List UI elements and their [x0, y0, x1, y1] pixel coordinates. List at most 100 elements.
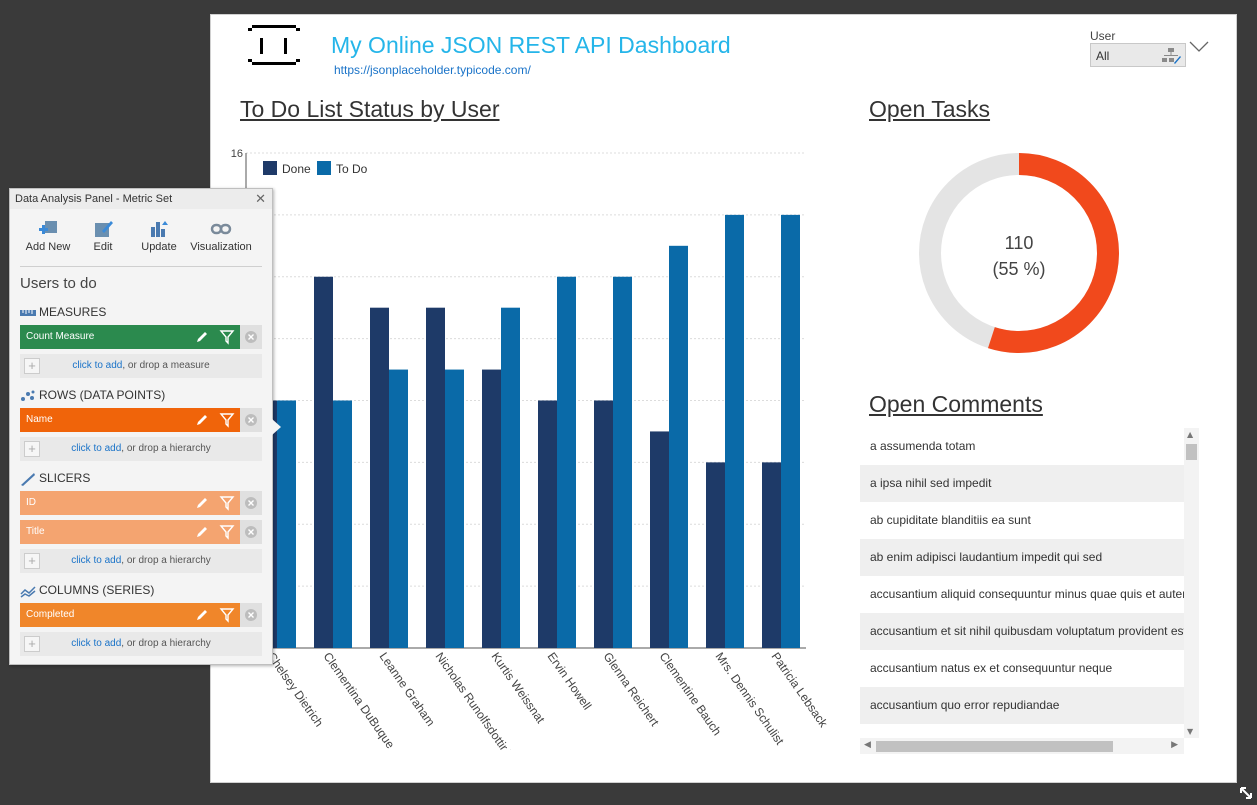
- scrollbar-thumb[interactable]: [1186, 444, 1197, 460]
- plus-icon[interactable]: +: [24, 553, 40, 569]
- filter-icon[interactable]: [219, 607, 235, 623]
- scroll-left-icon[interactable]: ◀: [864, 740, 871, 750]
- x-tick-label: Leanne Graham: [377, 650, 438, 729]
- filter-icon[interactable]: [219, 524, 235, 540]
- comment-row[interactable]: accusantium natus ex et consequuntur neq…: [870, 661, 1113, 675]
- column-name: Completed: [26, 609, 75, 620]
- legend-swatch: [317, 161, 331, 175]
- bar-to-do: [781, 214, 800, 648]
- bar-to-do: [445, 369, 464, 648]
- comment-row[interactable]: ab cupiditate blanditiis ea sunt: [870, 513, 1031, 527]
- slicer-icon: [21, 472, 35, 486]
- column-pill[interactable]: Completed: [20, 603, 262, 627]
- plus-icon[interactable]: +: [24, 441, 40, 457]
- edit-button[interactable]: Edit: [84, 219, 122, 253]
- measure-pill[interactable]: Count Measure: [20, 325, 262, 349]
- edit-icon: [95, 221, 113, 237]
- rows-section: ROWS (DATA POINTS): [20, 387, 165, 403]
- add-measure-link[interactable]: click to add: [72, 360, 123, 371]
- pencil-icon[interactable]: [194, 495, 210, 511]
- legend-swatch: [263, 161, 277, 175]
- pencil-icon[interactable]: [194, 524, 210, 540]
- bar-done: [482, 369, 501, 648]
- api-url-link[interactable]: https://jsonplaceholder.typicode.com/: [334, 63, 531, 77]
- bar-to-do: [333, 400, 352, 648]
- rows-drop-zone[interactable]: + click to add, or drop a hierarchy: [20, 437, 262, 461]
- comments-list: a assumenda totam a ipsa nihil sed impedi…: [860, 428, 1184, 738]
- rows-label: ROWS (DATA POINTS): [39, 388, 166, 402]
- chevron-down-icon[interactable]: [1188, 40, 1210, 54]
- plus-icon[interactable]: +: [24, 358, 40, 374]
- add-slicer-link[interactable]: click to add: [71, 555, 122, 566]
- add-row-link[interactable]: click to add: [71, 443, 122, 454]
- add-new-button[interactable]: Add New: [24, 219, 72, 253]
- panel-toolbar: Add New Edit Update Visualization: [10, 219, 272, 259]
- remove-icon[interactable]: [240, 603, 262, 627]
- pencil-icon[interactable]: [194, 329, 210, 345]
- bar-done: [538, 400, 557, 648]
- row-pill[interactable]: Name: [20, 408, 262, 432]
- line-series-icon: [20, 586, 36, 598]
- row-name: Name: [26, 414, 53, 425]
- comment-row[interactable]: a assumenda totam: [870, 439, 976, 453]
- update-button[interactable]: Update: [136, 219, 182, 253]
- user-filter-select[interactable]: All: [1090, 43, 1186, 67]
- add-new-label: Add New: [25, 241, 71, 253]
- filter-icon[interactable]: [219, 329, 235, 345]
- hierarchy-icon: [1162, 48, 1181, 64]
- expand-icon[interactable]: [1238, 785, 1254, 801]
- slicers-drop-zone[interactable]: + click to add, or drop a hierarchy: [20, 549, 262, 573]
- comment-row[interactable]: ab enim adipisci laudantium impedit qui …: [860, 539, 1184, 576]
- user-filter-value: All: [1096, 49, 1110, 63]
- scatter-icon: [21, 390, 35, 401]
- filter-icon[interactable]: [219, 495, 235, 511]
- bar-done: [314, 276, 333, 648]
- y-tick-label: 16: [231, 148, 243, 160]
- remove-icon[interactable]: [240, 520, 262, 544]
- bar-to-do: [277, 400, 296, 648]
- panel-header: Data Analysis Panel - Metric Set ✕: [10, 189, 272, 209]
- comment-row[interactable]: accusantium quo error repudiandae: [860, 687, 1184, 724]
- remove-icon[interactable]: [240, 491, 262, 515]
- slicer-pill-title[interactable]: Title: [20, 520, 262, 544]
- pencil-icon[interactable]: [194, 412, 210, 428]
- comment-row[interactable]: accusantium et sit nihil quibusdam volup…: [860, 613, 1184, 650]
- logo-icon: [248, 25, 300, 65]
- columns-drop-zone[interactable]: + click to add, or drop a hierarchy: [20, 632, 262, 656]
- scroll-up-icon[interactable]: ▲: [1187, 430, 1194, 439]
- drop-hierarchy-text: , or drop a hierarchy: [121, 443, 211, 454]
- scroll-down-icon[interactable]: ▼: [1187, 727, 1194, 736]
- measure-drop-zone[interactable]: + click to add, or drop a measure: [20, 354, 262, 378]
- visualization-button[interactable]: Visualization: [188, 219, 254, 253]
- comment-row[interactable]: accusantium aliquid consequuntur minus q…: [870, 587, 1184, 601]
- comments-vertical-scrollbar[interactable]: ▲ ▼: [1184, 428, 1199, 738]
- filter-icon[interactable]: [219, 412, 235, 428]
- close-icon[interactable]: ✕: [255, 191, 266, 206]
- comments-horizontal-scrollbar[interactable]: ◀ ▶: [860, 738, 1184, 754]
- x-tick-label: Kurtis Weissnat: [489, 650, 549, 727]
- remove-icon[interactable]: [240, 408, 262, 432]
- add-column-link[interactable]: click to add: [71, 638, 122, 649]
- remove-icon[interactable]: [240, 325, 262, 349]
- pencil-icon[interactable]: [194, 607, 210, 623]
- x-tick-label: Ervin Howell: [545, 650, 595, 713]
- scrollbar-thumb[interactable]: [876, 741, 1113, 752]
- legend-label: To Do: [336, 162, 368, 176]
- bar-to-do: [501, 307, 520, 648]
- bar-done: [650, 431, 669, 648]
- update-icon: [151, 221, 168, 237]
- slicers-label: SLICERS: [39, 471, 91, 485]
- ruler-icon: [20, 309, 36, 316]
- slicer-pill-id[interactable]: ID: [20, 491, 262, 515]
- measures-label: MEASURES: [39, 305, 107, 319]
- user-filter-label: User: [1090, 29, 1116, 43]
- bar-to-do: [557, 276, 576, 648]
- plus-icon[interactable]: +: [24, 636, 40, 652]
- bar-done: [370, 307, 389, 648]
- todo-section-title: To Do List Status by User: [240, 96, 500, 122]
- columns-label: COLUMNS (SERIES): [39, 583, 155, 597]
- comment-row[interactable]: a ipsa nihil sed impedit: [860, 465, 1184, 502]
- scroll-right-icon[interactable]: ▶: [1171, 740, 1178, 750]
- measures-section: MEASURES: [20, 304, 106, 320]
